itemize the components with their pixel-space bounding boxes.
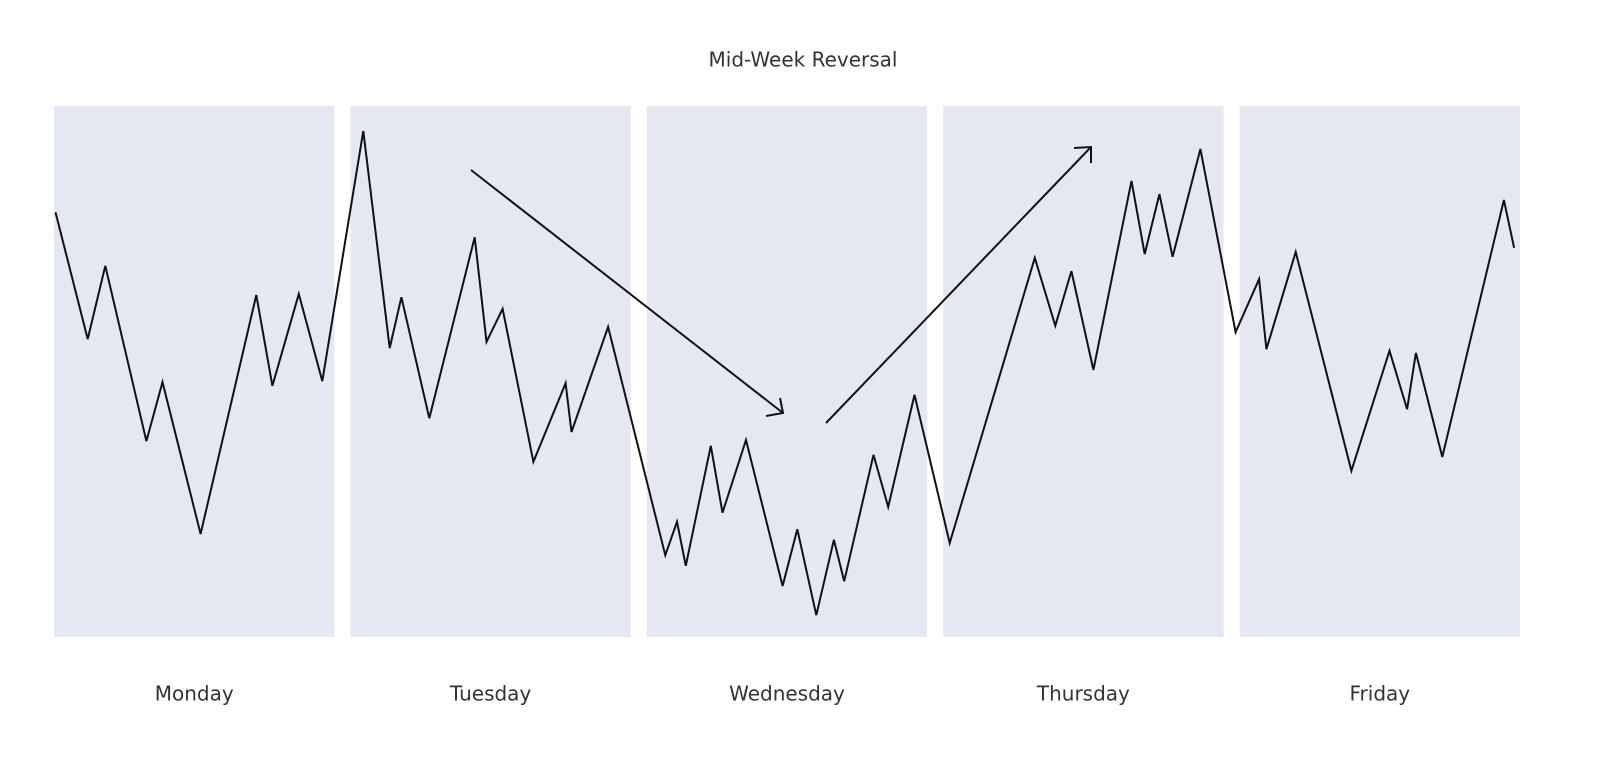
- day-label: Thursday: [1036, 682, 1130, 706]
- day-panel: [54, 106, 335, 637]
- chart-title: Mid-Week Reversal: [709, 48, 898, 72]
- arrow-head: [1073, 145, 1092, 163]
- day-panel: [943, 106, 1224, 637]
- plot: [54, 130, 1516, 616]
- trend-arrows: [470, 145, 1092, 424]
- day-panel: [1239, 106, 1520, 637]
- day-label: Tuesday: [449, 682, 532, 706]
- day-label: Friday: [1349, 682, 1410, 706]
- price-line: [54, 130, 1516, 616]
- arrow-head: [765, 397, 785, 417]
- down-arrow: [470, 169, 784, 414]
- day-panel: [350, 106, 631, 637]
- day-label: Wednesday: [729, 682, 845, 706]
- up-arrow: [825, 146, 1092, 424]
- day-label: Monday: [155, 682, 234, 706]
- day-panel: [646, 106, 928, 637]
- panels: Monday Tuesday Wednesday Thursday Friday: [54, 106, 1520, 706]
